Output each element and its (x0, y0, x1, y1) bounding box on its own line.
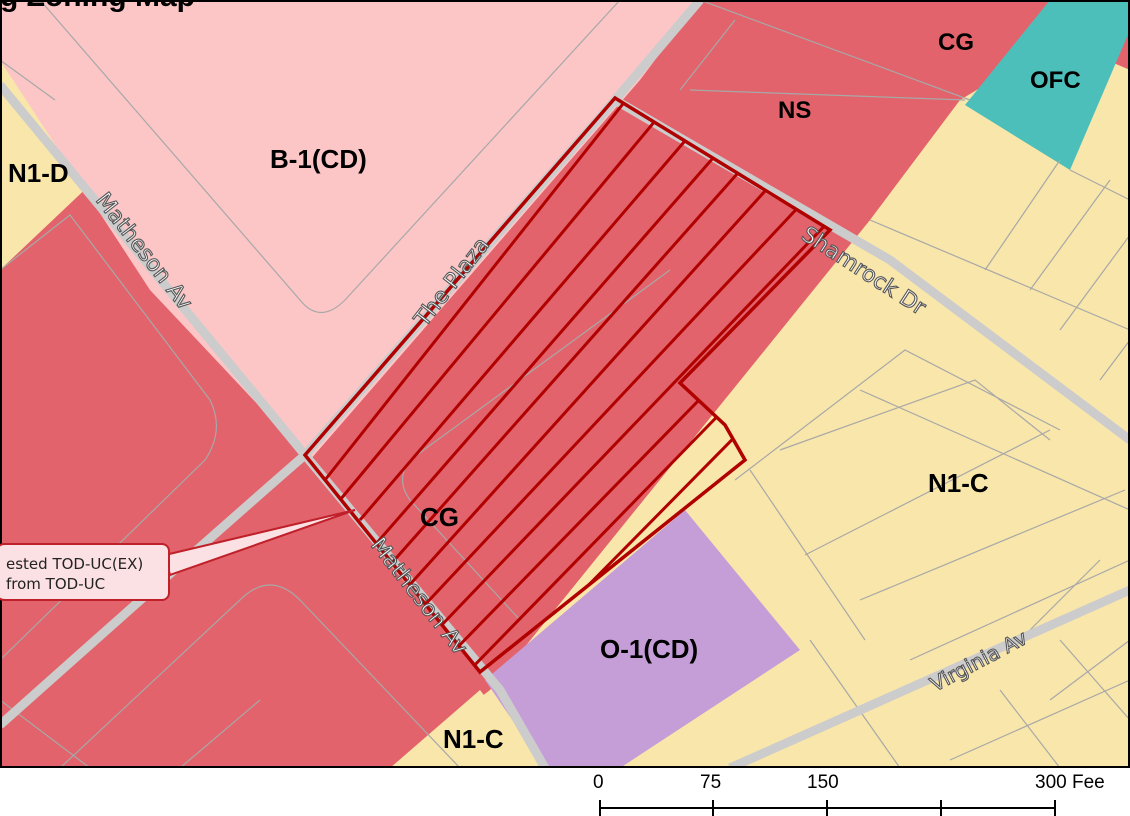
zone-label-ns: NS (778, 97, 811, 124)
scale-label-75: 75 (700, 772, 722, 793)
map-canvas: B-1(CD) N1-D CG OFC NS CG N1-C O-1(CD) N… (0, 0, 1130, 768)
zone-label-cg-main: CG (420, 502, 459, 532)
zoning-map[interactable]: B-1(CD) N1-D CG OFC NS CG N1-C O-1(CD) N… (0, 0, 1130, 768)
rezoning-callout: ested TOD-UC(EX) from TOD-UC (0, 543, 170, 601)
scale-label-300: 300 Fee (1035, 772, 1105, 793)
zone-label-o1cd: O-1(CD) (600, 634, 698, 664)
zone-n1c-right-area (390, 40, 1130, 768)
callout-line-1: ested TOD-UC(EX) (6, 555, 144, 573)
scale-label-150: 150 (807, 772, 839, 793)
callout-line-2: from TOD-UC (6, 575, 106, 593)
zone-label-n1c-bottom: N1-C (443, 724, 504, 754)
zone-b1cd-area (0, 0, 700, 460)
zone-label-n1d: N1-D (8, 158, 69, 188)
map-title: g Zoning Map (0, 0, 195, 14)
zone-label-n1c-right: N1-C (928, 468, 989, 498)
zone-o1cd-area (485, 510, 800, 768)
scale-bar (599, 800, 1056, 816)
scale-label-0: 0 (593, 772, 604, 793)
zone-ofc-area (965, 0, 1130, 170)
rezoning-site-outline[interactable] (302, 95, 833, 675)
zone-label-ofc: OFC (1030, 67, 1081, 94)
zone-label-cg-top: CG (938, 29, 974, 56)
zone-n1c-bottom-area (390, 690, 540, 768)
map-border (0, 0, 1130, 768)
zone-label-b1cd: B-1(CD) (270, 144, 367, 174)
